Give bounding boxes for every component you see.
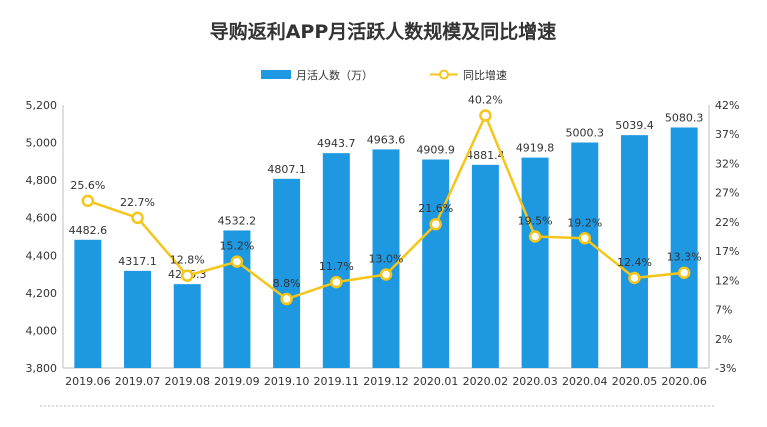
- y-left-tick-label: 4,200: [26, 287, 58, 300]
- legend-line-label: 同比增速: [463, 68, 507, 82]
- y-right-tick-label: 32%: [715, 157, 739, 170]
- axes: 3,800 4,000 4,200 4,400 4,600 4,800 5,000 5,200…: [26, 99, 740, 388]
- bar: [223, 230, 251, 368]
- bar-value-label: 5039.4: [615, 119, 654, 132]
- growth-line-layer: [81, 109, 691, 306]
- legend-bar-label: 月活人数（万）: [296, 69, 373, 82]
- y-right-tick-label: 12%: [715, 274, 739, 287]
- growth-value-label: 21.6%: [418, 202, 453, 215]
- growth-value-label: 19.2%: [567, 216, 602, 229]
- bars-layer: [74, 127, 698, 368]
- growth-value-label: 13.0%: [369, 252, 404, 265]
- legend: 月活人数（万） 同比增速: [261, 68, 507, 82]
- x-tick-label: 2019.09: [214, 375, 260, 388]
- y-left-tick-label: 5,200: [26, 99, 58, 112]
- x-tick-label: 2019.07: [115, 375, 161, 388]
- bar-value-label: 4909.9: [416, 143, 455, 156]
- growth-point: [528, 230, 542, 243]
- x-tick-label: 2020.05: [612, 375, 658, 388]
- bar-value-label: 4807.1: [267, 163, 306, 176]
- growth-value-label: 8.8%: [273, 277, 301, 290]
- y-right-tick-label: -3%: [715, 362, 736, 375]
- y-right-tick-label: 42%: [715, 99, 739, 112]
- legend-bar-swatch: [261, 70, 291, 79]
- growth-point: [330, 275, 343, 289]
- bar: [471, 164, 499, 368]
- bar-value-label: 4532.2: [218, 214, 257, 227]
- bar-value-label: 4963.6: [367, 133, 406, 146]
- y-left-tick-label: 5,000: [26, 137, 58, 150]
- growth-value-label: 12.4%: [617, 256, 652, 269]
- bar: [372, 149, 400, 368]
- growth-value-label: 15.2%: [219, 240, 254, 253]
- x-tick-label: 2020.01: [413, 375, 459, 388]
- bar-value-label: 4919.8: [516, 142, 555, 155]
- y-right-tick-label: 2%: [715, 333, 732, 346]
- bar: [620, 135, 648, 368]
- chart-title: 导购返利APP月活跃人数规模及同比增速: [210, 20, 557, 43]
- y-left-tick-label: 3,800: [26, 362, 58, 375]
- y-right-tick-label: 27%: [715, 187, 739, 200]
- bar-value-label: 4482.6: [69, 224, 108, 237]
- growth-value-label: 40.2%: [468, 94, 503, 107]
- growth-value-label: 13.3%: [667, 251, 702, 264]
- bar: [74, 239, 102, 368]
- growth-value-label: 12.8%: [170, 254, 205, 267]
- x-tick-label: 2020.04: [562, 375, 608, 388]
- x-tick-label: 2020.02: [463, 375, 509, 388]
- bar-value-label: 4317.1: [118, 255, 157, 268]
- growth-point: [677, 266, 691, 279]
- growth-point: [180, 269, 194, 282]
- y-left-tick-label: 4,600: [26, 212, 58, 225]
- growth-point: [628, 271, 641, 285]
- y-right-tick-label: 22%: [715, 216, 739, 229]
- bar-value-label: 4943.7: [317, 137, 356, 150]
- bar: [124, 270, 152, 368]
- bar-value-label: 4881.4: [466, 149, 505, 162]
- bar-value-label: 5080.3: [665, 111, 704, 124]
- x-tick-label: 2019.12: [363, 375, 409, 388]
- growth-point: [479, 109, 492, 122]
- x-tick-label: 2019.11: [314, 375, 360, 388]
- growth-point: [230, 255, 244, 268]
- growth-value-label: 19.5%: [518, 215, 553, 228]
- growth-point: [81, 194, 95, 208]
- bar: [273, 178, 301, 368]
- y-right-tick-label: 7%: [715, 304, 732, 317]
- growth-point: [280, 292, 293, 306]
- legend-line-marker: [439, 69, 449, 80]
- y-left-tick-label: 4,000: [26, 324, 58, 337]
- growth-point: [578, 232, 592, 245]
- x-tick-label: 2020.03: [512, 375, 558, 388]
- growth-value-label: 22.7%: [120, 196, 155, 209]
- x-tick-label: 2019.08: [164, 375, 210, 388]
- y-right-tick-label: 37%: [715, 128, 739, 141]
- bar: [322, 153, 350, 368]
- rate-labels-layer: 25.6% 22.7% 12.8% 15.2% 8.8% 11.7% 13.0% 21.6% 4…: [70, 94, 701, 291]
- growth-point: [379, 268, 393, 281]
- bar-value-label: 5000.3: [566, 127, 605, 140]
- y-left-tick-label: 4,800: [26, 174, 58, 187]
- x-tick-label: 2019.10: [264, 375, 310, 388]
- bar: [422, 159, 450, 368]
- bar: [521, 157, 549, 368]
- bar: [571, 142, 599, 368]
- y-right-tick-label: 17%: [715, 245, 739, 258]
- x-tick-label: 2019.06: [65, 375, 111, 388]
- x-tick-label: 2020.06: [661, 375, 707, 388]
- growth-point: [131, 211, 144, 225]
- growth-value-label: 11.7%: [319, 260, 354, 273]
- growth-point: [429, 217, 442, 231]
- bar: [173, 284, 201, 368]
- growth-value-label: 25.6%: [70, 179, 105, 192]
- bar: [670, 127, 698, 368]
- y-left-tick-label: 4,400: [26, 249, 58, 262]
